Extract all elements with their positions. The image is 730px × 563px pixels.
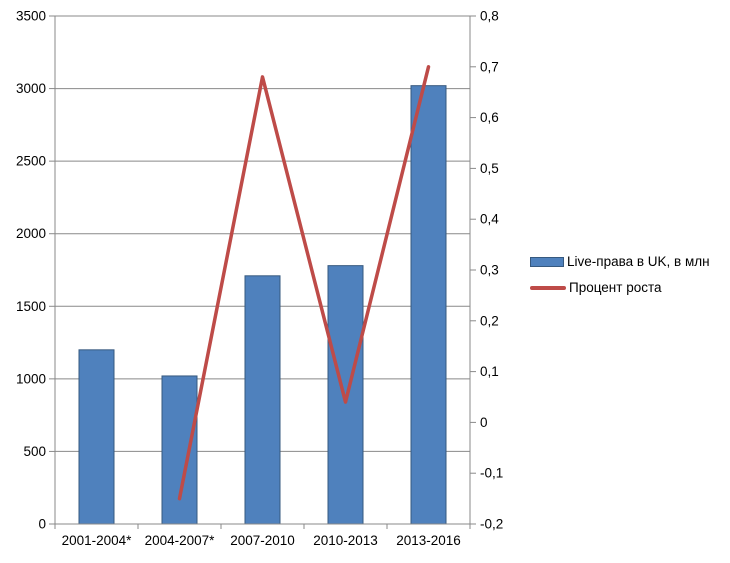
right-axis-label: 0,7 [480, 59, 499, 74]
growth-line [177, 65, 431, 501]
chart-legend: Live-права в UK, в млн Процент роста [530, 254, 710, 295]
category-label: 2001-2004* [62, 533, 133, 548]
right-axis-label: -0,2 [480, 517, 503, 532]
legend-item-bars: Live-права в UK, в млн [530, 254, 710, 269]
bar-2004-2007* [161, 375, 198, 525]
bar-series-swatch [530, 256, 564, 267]
category-label: 2007-2010 [230, 533, 295, 548]
left-axis-label: 3500 [16, 9, 46, 24]
legend-item-line: Процент роста [530, 280, 710, 295]
right-axis-label: 0,1 [480, 364, 499, 379]
legend-label-line: Процент роста [569, 280, 662, 295]
line-series-swatch [530, 285, 566, 290]
category-label: 2004-2007* [145, 533, 216, 548]
right-axis-label: 0,6 [480, 110, 499, 125]
right-axis-label: 0,4 [480, 212, 499, 227]
bar-2013-2016 [410, 85, 447, 525]
left-axis-label: 2500 [16, 154, 46, 169]
right-axis-label: 0,5 [480, 161, 499, 176]
left-axis-label: 3000 [16, 81, 46, 96]
right-axis-label: 0,3 [480, 263, 499, 278]
left-axis-label: 500 [23, 444, 46, 459]
left-axis-label: 1500 [16, 299, 46, 314]
category-label: 2010-2013 [313, 533, 378, 548]
bar-2001-2004* [78, 349, 115, 525]
right-axis-label: 0,2 [480, 313, 499, 328]
legend-label-bars: Live-права в UK, в млн [567, 254, 710, 269]
left-axis-label: 1000 [16, 371, 46, 386]
right-axis-label: -0,1 [480, 466, 503, 481]
left-axis-label: 0 [38, 517, 46, 532]
category-label: 2013-2016 [396, 533, 461, 548]
right-axis-label: 0 [480, 415, 488, 430]
bar-2007-2010 [244, 275, 281, 525]
left-axis-label: 2000 [16, 226, 46, 241]
right-axis-label: 0,8 [480, 9, 499, 24]
